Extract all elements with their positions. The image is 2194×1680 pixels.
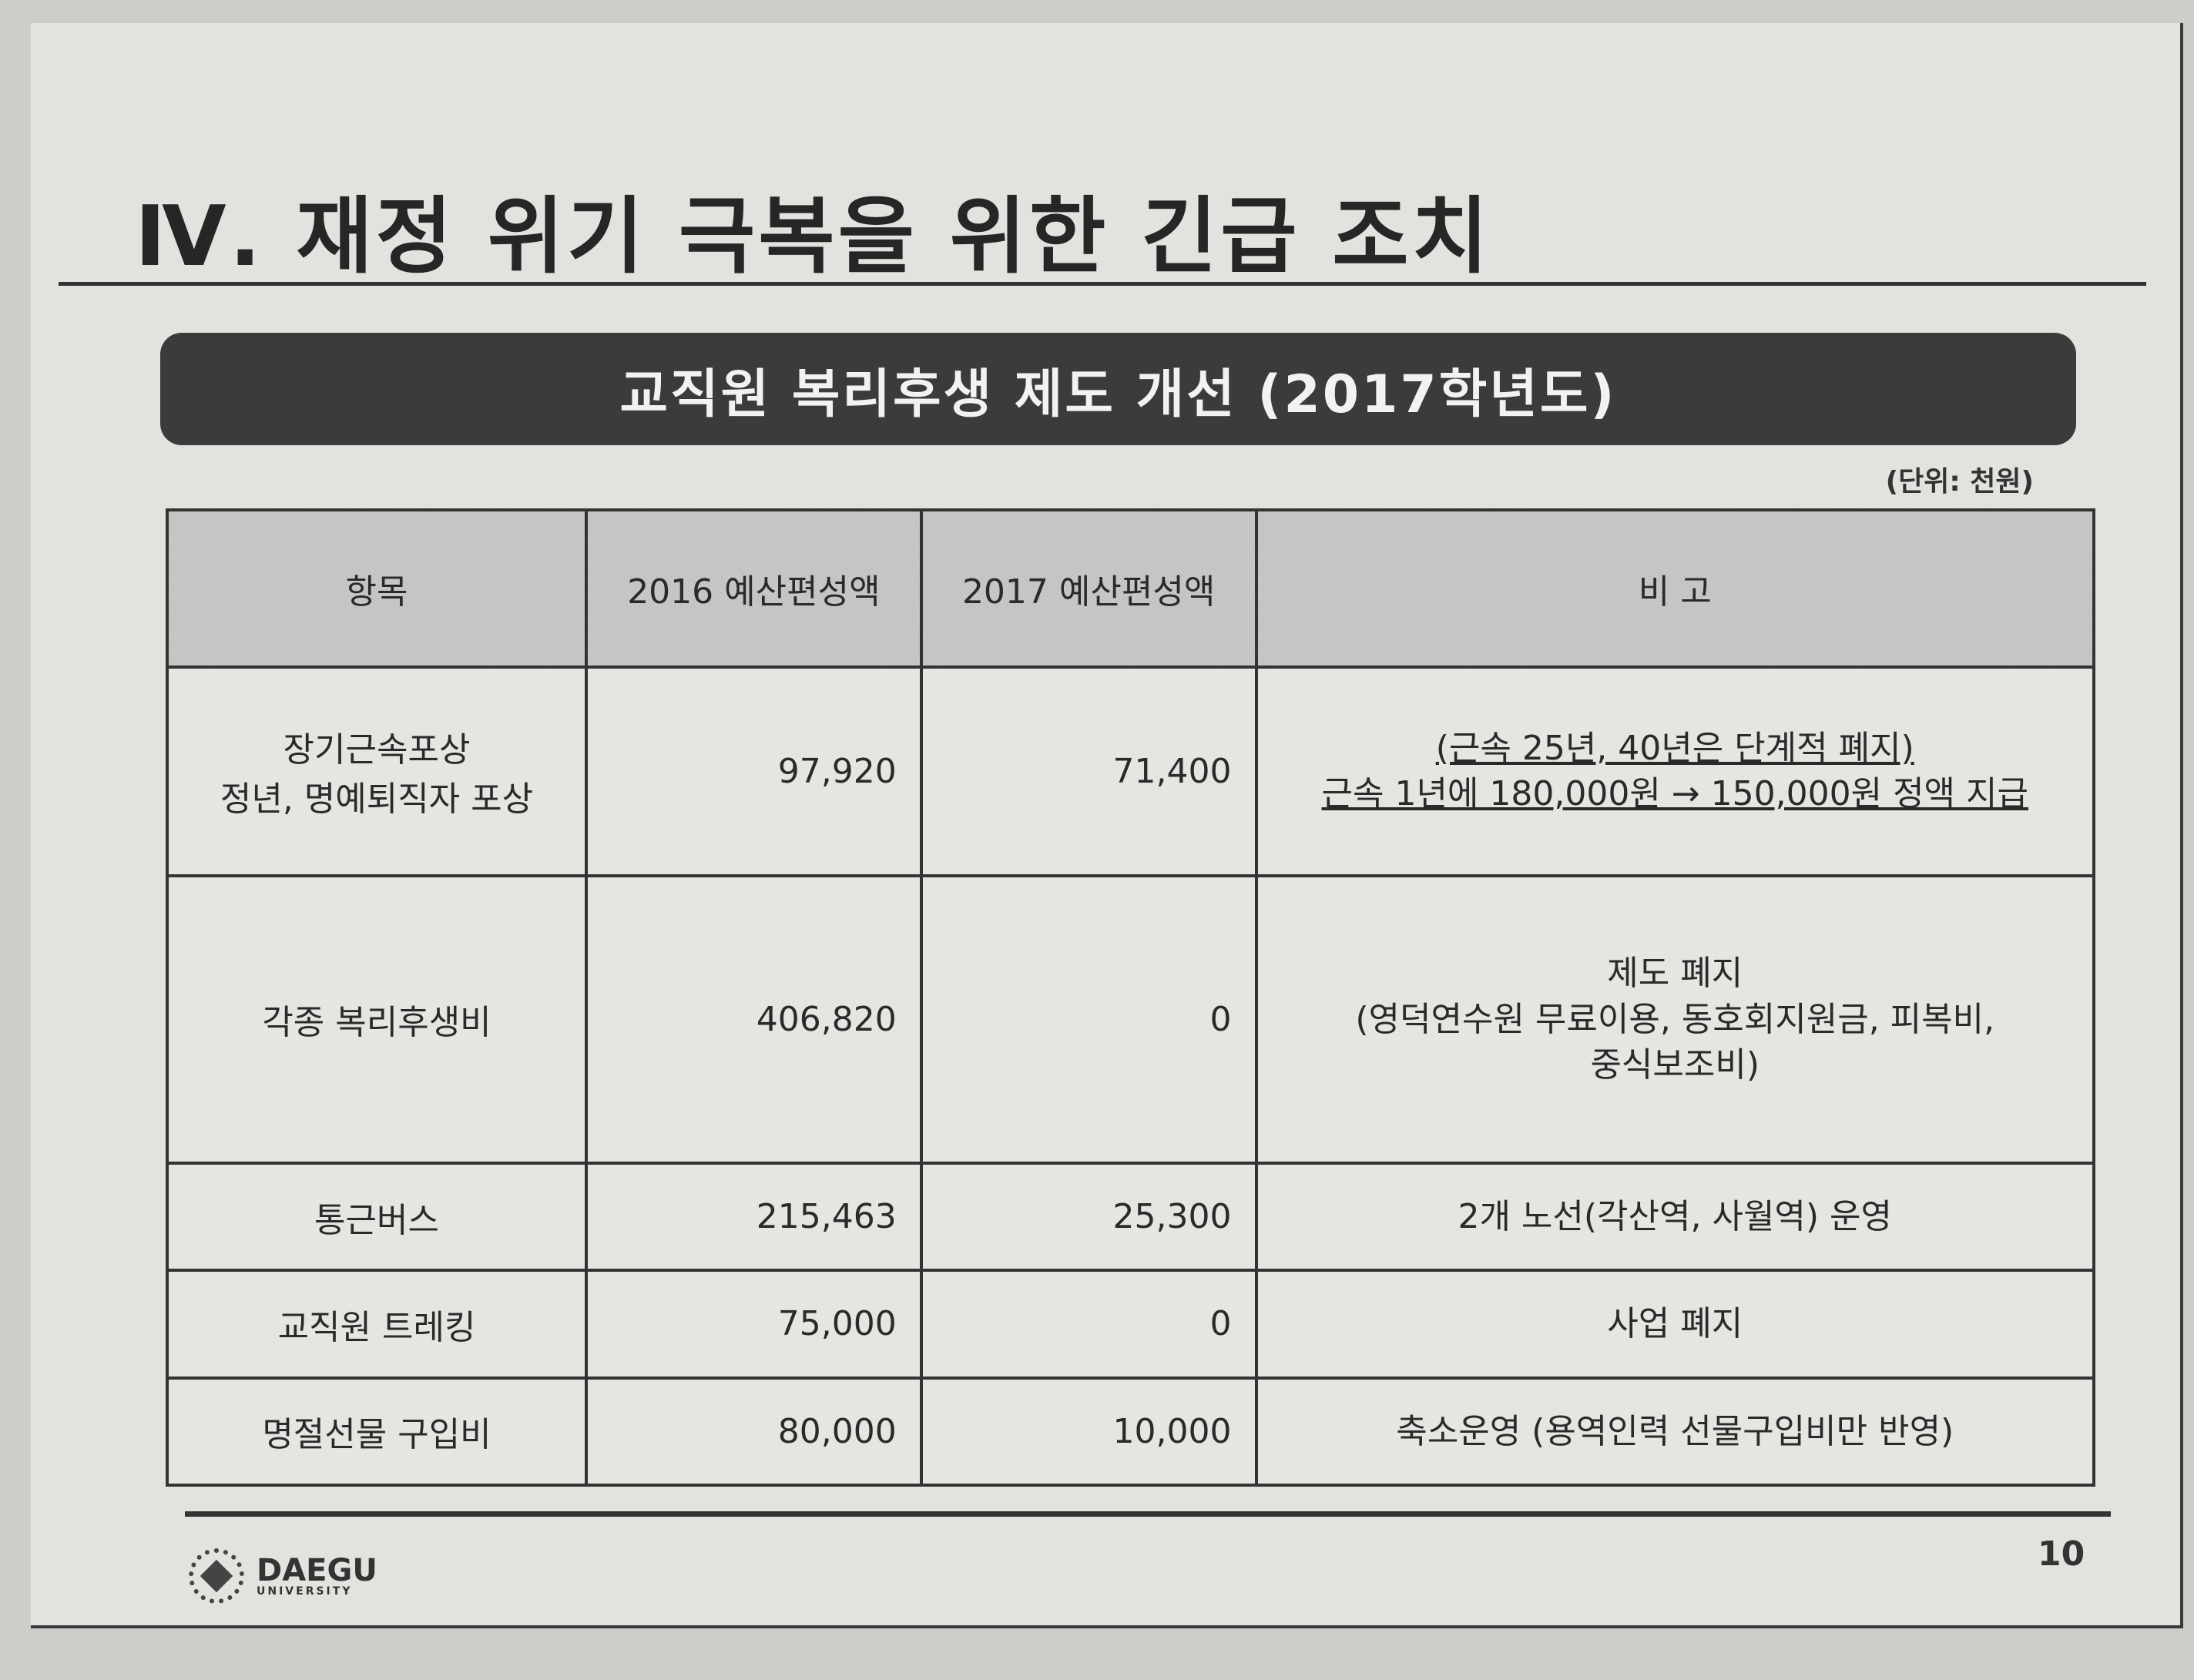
page-number: 10 xyxy=(2038,1534,2085,1574)
note-cell-line: 제도 폐지 xyxy=(1607,954,1743,994)
note-cell: (근속 25년, 40년은 단계적 폐지) 근속 1년에 180,000원 → 1… xyxy=(1254,666,2095,877)
budget-2017-cell: 0 xyxy=(919,1269,1258,1380)
item-cell: 각종 복리후생비 xyxy=(166,874,588,1165)
note-cell: 2개 노선(각산역, 사월역) 운영 xyxy=(1254,1161,2095,1273)
budget-2017-cell: 25,300 xyxy=(919,1161,1258,1273)
budget-2017-cell: 71,400 xyxy=(919,666,1258,877)
university-logo: DAEGU UNIVERSITY xyxy=(189,1548,377,1604)
table-row: 장기근속포상 정년, 명예퇴직자 포상 97,920 71,400 (근속 25년, 4… xyxy=(166,666,2095,877)
budget-2016-cell: 215,463 xyxy=(585,1161,923,1273)
item-cell: 통근버스 xyxy=(166,1161,588,1273)
note-cell-line: (영덕연수원 무료이용, 동호회지원금, 피복비, xyxy=(1355,999,1995,1039)
item-cell-line: 통근버스 xyxy=(314,1200,439,1240)
note-cell-line: 근속 1년에 180,000원 → 150,000원 정액 지급 xyxy=(1321,774,2028,814)
budget-2016-cell: 97,920 xyxy=(585,666,923,877)
note-cell-line: 사업 폐지 xyxy=(1607,1304,1743,1344)
table-header-row: 항목 2016 예산편성액 2017 예산편성액 비 고 xyxy=(166,508,2095,669)
note-cell-line: 2개 노선(각산역, 사월역) 운영 xyxy=(1458,1196,1893,1236)
header-item: 항목 xyxy=(166,508,588,669)
note-cell: 축소운영 (용역인력 선물구입비만 반영) xyxy=(1254,1376,2095,1487)
footer-divider xyxy=(185,1511,2111,1517)
budget-2017-cell: 10,000 xyxy=(919,1376,1258,1487)
table-row: 각종 복리후생비 406,820 0 제도 폐지 (영덕연수원 무료이용, 동호회지원금… xyxy=(166,874,2095,1165)
logo-text: DAEGU xyxy=(257,1553,377,1588)
header-2017: 2017 예산편성액 xyxy=(919,508,1258,669)
header-note: 비 고 xyxy=(1254,508,2095,669)
page-title: Ⅳ. 재정 위기 극복을 위한 긴급 조치 xyxy=(135,189,1491,285)
table-row: 통근버스 215,463 25,300 2개 노선(각산역, 사월역) 운영 xyxy=(166,1161,2095,1273)
table-row: 명절선물 구입비 80,000 10,000 축소운영 (용역인력 선물구입비만 반영… xyxy=(166,1376,2095,1487)
item-cell-line: 각종 복리후생비 xyxy=(262,1003,491,1043)
note-cell-line: (근속 25년, 40년은 단계적 폐지) xyxy=(1435,728,1914,768)
item-cell: 명절선물 구입비 xyxy=(166,1376,588,1487)
header-2016: 2016 예산편성액 xyxy=(585,508,923,669)
item-cell-line: 정년, 명예퇴직자 포상 xyxy=(220,780,534,820)
title-divider xyxy=(59,282,2146,286)
section-banner: 교직원 복리후생 제도 개선 (2017학년도) xyxy=(160,333,2076,445)
note-cell-line: 축소운영 (용역인력 선물구입비만 반영) xyxy=(1396,1411,1954,1451)
budget-2016-cell: 80,000 xyxy=(585,1376,923,1487)
slide-page: Ⅳ. 재정 위기 극복을 위한 긴급 조치 교직원 복리후생 제도 개선 (20… xyxy=(31,23,2183,1628)
item-cell-line: 교직원 트레킹 xyxy=(277,1307,476,1347)
item-cell-line: 명절선물 구입비 xyxy=(262,1415,491,1455)
note-cell: 제도 폐지 (영덕연수원 무료이용, 동호회지원금, 피복비, 중식보조비) xyxy=(1254,874,2095,1165)
item-cell-line: 장기근속포상 xyxy=(283,730,471,770)
table-row: 교직원 트레킹 75,000 0 사업 폐지 xyxy=(166,1269,2095,1380)
budget-2016-cell: 75,000 xyxy=(585,1269,923,1380)
unit-label: (단위: 천원) xyxy=(1885,466,2034,498)
item-cell: 교직원 트레킹 xyxy=(166,1269,588,1380)
budget-2016-cell: 406,820 xyxy=(585,874,923,1165)
seal-icon xyxy=(189,1548,244,1604)
logo-subtext: UNIVERSITY xyxy=(257,1585,353,1598)
budget-2017-cell: 0 xyxy=(919,874,1258,1165)
note-cell-line: 중식보조비) xyxy=(1590,1045,1760,1085)
note-cell: 사업 폐지 xyxy=(1254,1269,2095,1380)
